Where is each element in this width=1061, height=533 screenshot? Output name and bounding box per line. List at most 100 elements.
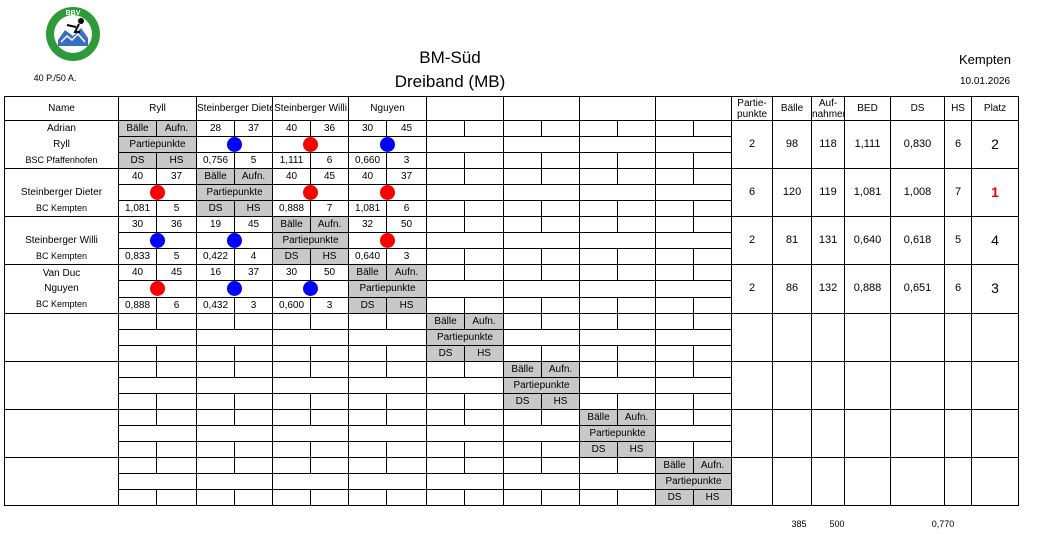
stat-aufn: 132	[811, 264, 846, 314]
empty-cell	[118, 312, 157, 330]
game-hs: 4	[234, 248, 274, 266]
empty-cell	[503, 456, 543, 474]
empty-cell	[541, 456, 581, 474]
empty-cell	[272, 392, 312, 410]
empty-cell	[196, 312, 236, 330]
label-ds: DS	[348, 296, 388, 314]
empty-cell	[503, 488, 543, 506]
empty-cell	[655, 184, 733, 202]
game-hs: 6	[386, 200, 428, 218]
empty-cell	[464, 152, 505, 170]
column-header-opponent	[426, 96, 505, 121]
empty-cell	[693, 344, 733, 362]
empty-cell	[117, 472, 198, 490]
empty-cell	[118, 392, 157, 410]
empty-cell	[196, 408, 236, 426]
game-hs: 3	[234, 296, 274, 314]
label-hs: HS	[693, 488, 733, 506]
empty-cell	[310, 440, 350, 458]
empty-cell	[617, 152, 657, 170]
empty-cell	[693, 408, 733, 426]
empty-cell	[196, 376, 274, 394]
empty-cell	[579, 376, 657, 394]
empty-cell	[426, 280, 505, 298]
stat-bed	[844, 312, 892, 362]
column-header-opponent	[579, 96, 657, 121]
stat-pp	[731, 360, 774, 410]
label-partiepunkte: Partiepunkte	[196, 184, 274, 202]
stat-ds	[890, 360, 946, 410]
empty-cell	[426, 392, 466, 410]
empty-cell	[579, 152, 619, 170]
empty-cell	[503, 296, 543, 314]
blue-ball-icon	[227, 281, 243, 297]
empty-cell	[617, 312, 657, 330]
red-ball-icon	[380, 185, 396, 200]
game-result-cell	[196, 280, 274, 298]
player-club: BC Kempten	[4, 248, 119, 266]
empty-cell	[503, 152, 543, 170]
label-aufn: Aufn.	[693, 456, 733, 474]
blue-ball-icon	[303, 281, 319, 297]
column-header-opponent: Steinberger Diete	[196, 96, 274, 121]
empty-cell	[541, 488, 581, 506]
empty-cell	[541, 440, 581, 458]
empty-cell	[541, 120, 581, 137]
empty-cell	[118, 360, 157, 378]
empty-cell	[272, 456, 312, 474]
stat-pp	[731, 408, 774, 458]
stat-hs	[944, 360, 973, 410]
label-partiepunkte: Partiepunkte	[117, 135, 198, 154]
game-baelle: 40	[272, 120, 312, 137]
game-aufnahmen: 37	[234, 264, 274, 282]
stat-platz	[971, 360, 1020, 410]
game-baelle: 28	[196, 120, 236, 137]
empty-cell	[541, 264, 581, 282]
empty-cell	[655, 232, 733, 250]
game-baelle: 40	[118, 168, 157, 186]
empty-cell	[348, 392, 388, 410]
empty-cell	[310, 344, 350, 362]
empty-cell	[234, 392, 274, 410]
label-partiepunkte: Partiepunkte	[426, 328, 505, 346]
stat-platz	[971, 312, 1020, 362]
empty-cell	[541, 168, 581, 186]
empty-cell	[655, 312, 695, 330]
empty-cell	[579, 248, 619, 266]
column-header-opponent: Nguyen	[348, 96, 428, 121]
empty-cell	[579, 328, 657, 346]
empty-cell	[503, 328, 581, 346]
empty-cell	[617, 296, 657, 314]
game-baelle: 32	[348, 216, 388, 234]
empty-cell	[272, 424, 350, 442]
empty-cell	[655, 135, 733, 154]
empty-cell	[386, 392, 428, 410]
empty-cell	[426, 296, 466, 314]
blue-ball-icon	[150, 233, 165, 248]
empty-cell	[464, 200, 505, 218]
label-ds: DS	[196, 200, 236, 218]
empty-cell	[386, 360, 428, 378]
player-club: BC Kempten	[4, 297, 119, 314]
empty-cell	[196, 440, 236, 458]
empty-cell	[272, 472, 350, 490]
empty-cell	[655, 392, 695, 410]
stat-aufn	[811, 456, 846, 506]
column-header-opponent	[503, 96, 581, 121]
empty-cell	[310, 488, 350, 506]
player-name-empty	[4, 360, 119, 410]
empty-cell	[579, 344, 619, 362]
svg-text:BBV: BBV	[66, 10, 81, 17]
empty-cell	[503, 312, 543, 330]
empty-cell	[272, 344, 312, 362]
empty-cell	[118, 440, 157, 458]
distance-label: 40 P./50 A.	[33, 73, 77, 83]
empty-cell	[503, 264, 543, 282]
empty-cell	[272, 360, 312, 378]
empty-cell	[196, 392, 236, 410]
stat-ds: 1,008	[890, 168, 946, 218]
empty-cell	[579, 456, 619, 474]
empty-cell	[118, 456, 157, 474]
label-hs: HS	[310, 248, 350, 266]
stat-pp	[731, 456, 774, 506]
